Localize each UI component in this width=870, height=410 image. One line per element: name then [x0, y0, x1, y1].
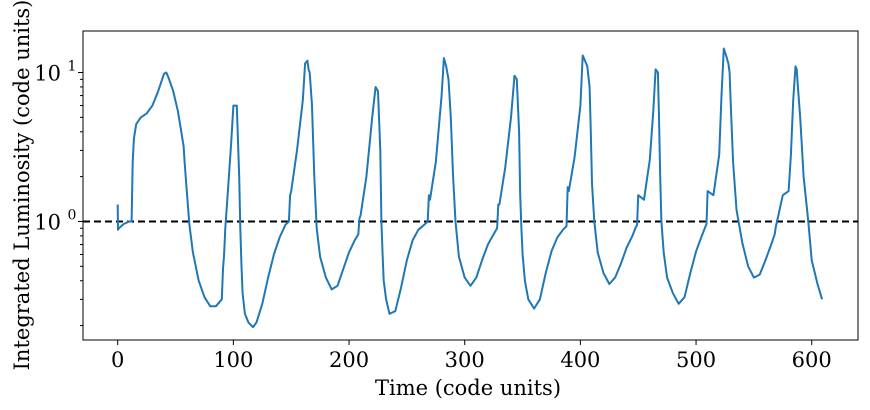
y-tick-label: 10 — [34, 210, 61, 234]
x-tick-label: 600 — [792, 348, 832, 372]
y-tick-exponent: 1 — [68, 59, 77, 75]
x-axis-ticks: 0 100 200 300 400 500 600 — [111, 340, 832, 372]
x-tick-label: 400 — [560, 348, 600, 372]
x-axis-label: Time (code units) — [375, 376, 561, 400]
plot-area — [83, 47, 858, 329]
y-axis-ticks: 10 0 10 1 — [34, 59, 83, 327]
luminosity-series-line — [116, 47, 824, 329]
x-tick-label: 300 — [445, 348, 485, 372]
y-tick-exponent: 0 — [68, 207, 77, 223]
x-tick-label: 200 — [329, 348, 369, 372]
y-tick-label: 10 — [34, 62, 61, 86]
x-tick-label: 500 — [676, 348, 716, 372]
plot-frame — [82, 30, 859, 341]
y-axis-label: Integrated Luminosity (code units) — [10, 0, 34, 370]
x-tick-label: 100 — [213, 348, 253, 372]
x-tick-label: 0 — [111, 348, 124, 372]
